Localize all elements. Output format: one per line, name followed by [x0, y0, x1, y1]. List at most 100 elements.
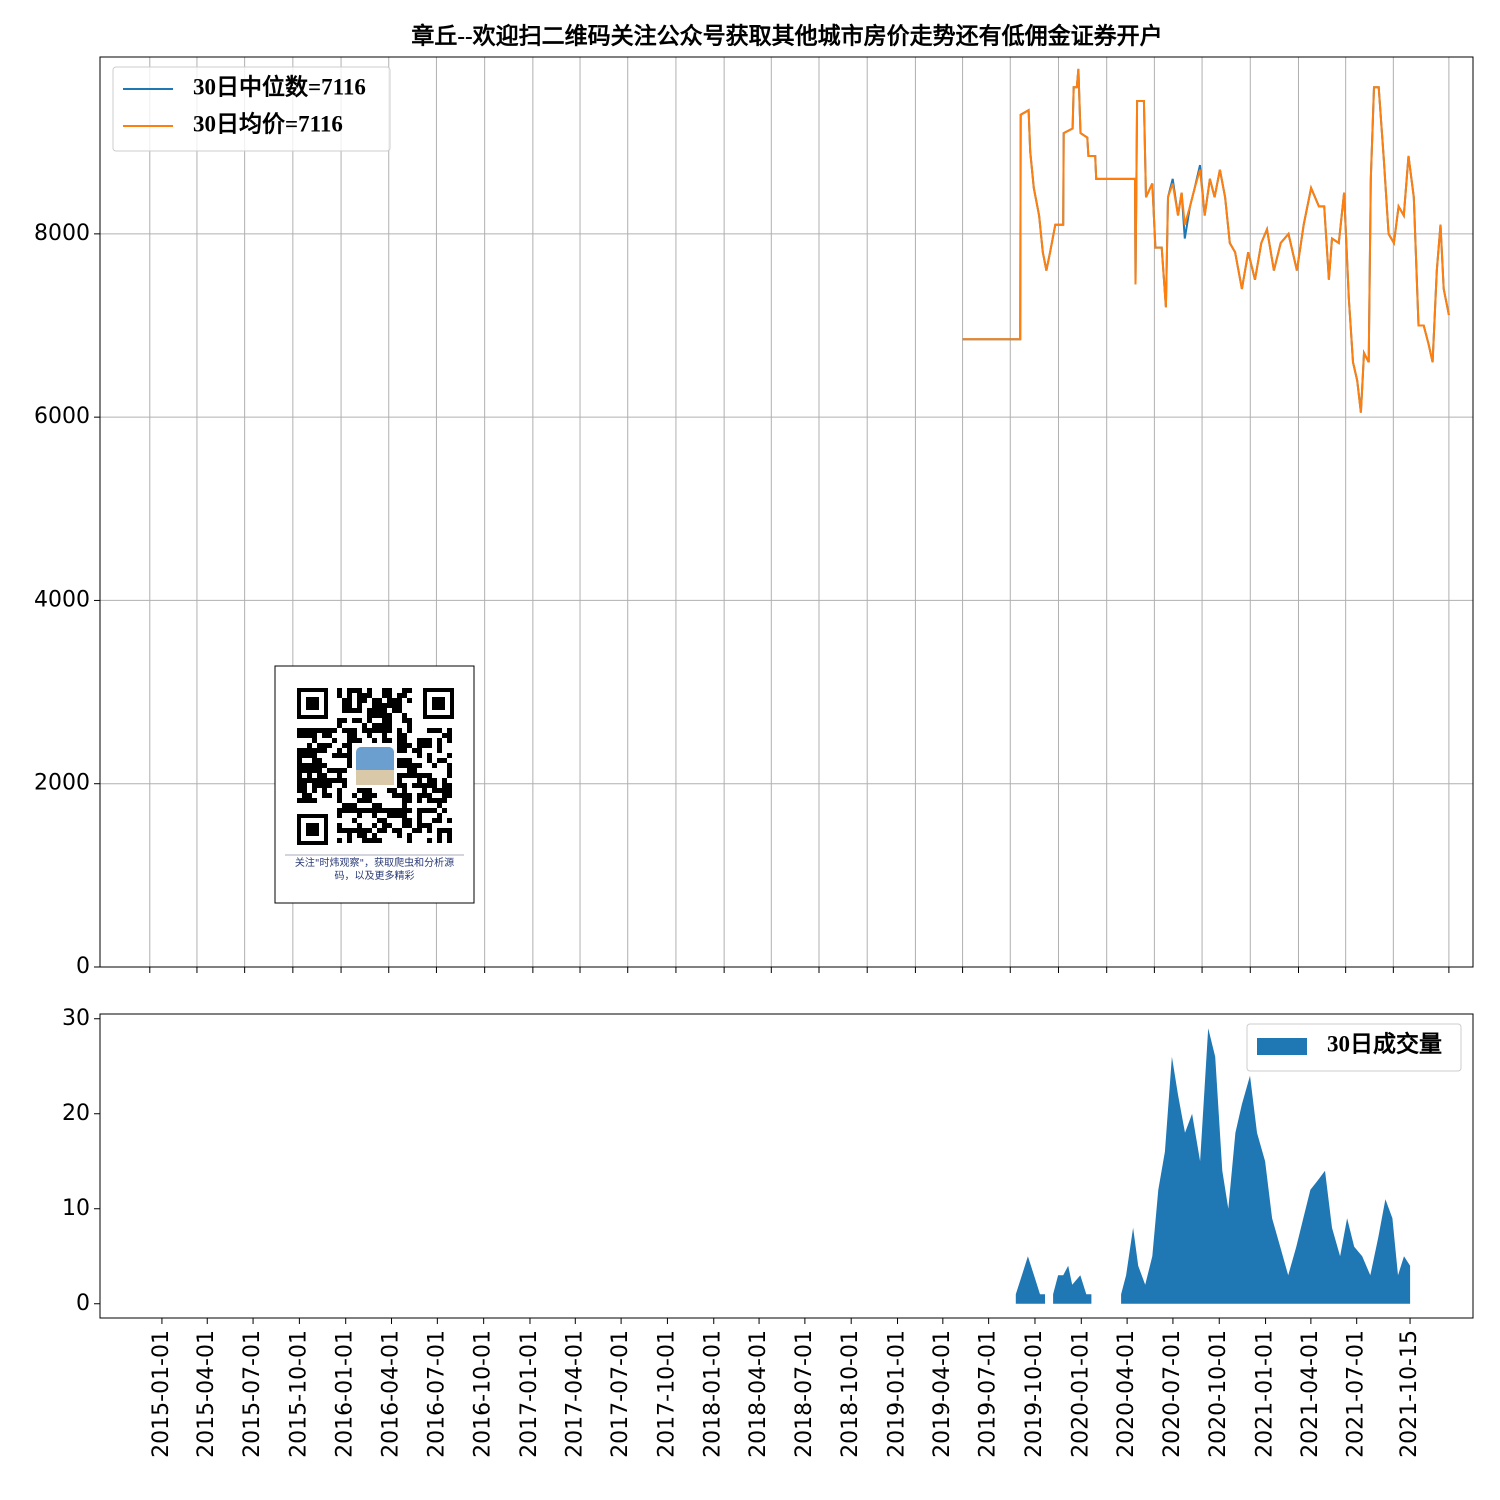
qr-module	[312, 748, 317, 753]
qr-module	[442, 778, 447, 783]
qr-module	[402, 693, 407, 698]
qr-module	[312, 768, 317, 773]
line	[962, 68, 1450, 413]
legend-box	[1246, 1023, 1462, 1072]
qr-module	[322, 733, 327, 738]
qr-module	[337, 753, 342, 758]
qr-module	[352, 708, 357, 713]
qr-module	[352, 793, 357, 798]
qr-module	[352, 733, 357, 738]
qr-module	[402, 793, 407, 798]
qr-module	[387, 823, 392, 828]
qr-module	[447, 788, 452, 793]
qr-module	[372, 808, 377, 813]
qr-module	[392, 828, 397, 833]
qr-module	[352, 818, 357, 823]
qr-module	[397, 708, 402, 713]
qr-module	[447, 833, 452, 838]
qr-module	[382, 708, 387, 713]
qr-module	[422, 783, 427, 788]
qr-module	[432, 778, 437, 783]
qr-module	[317, 768, 322, 773]
qr-module	[397, 763, 402, 768]
qr-module	[402, 808, 407, 813]
qr-module	[367, 733, 372, 738]
qr-module	[402, 818, 407, 823]
qr-module	[387, 813, 392, 818]
qr-module	[347, 758, 352, 763]
qr-module	[387, 718, 392, 723]
qr-module	[337, 768, 342, 773]
qr-module	[302, 783, 307, 788]
qr-module	[397, 698, 402, 703]
qr-module	[377, 838, 382, 843]
qr-module	[312, 758, 317, 763]
qr-module	[417, 753, 422, 758]
qr-module	[357, 808, 362, 813]
qr-module	[397, 793, 402, 798]
qr-module	[447, 763, 452, 768]
qr-module	[407, 833, 412, 838]
x-tick-label: 2019-07-01	[976, 1330, 1001, 1458]
qr-finder	[306, 823, 319, 836]
qr-module	[402, 733, 407, 738]
qr-module	[312, 763, 317, 768]
qr-module	[382, 703, 387, 708]
qr-module	[347, 808, 352, 813]
qr-module	[317, 743, 322, 748]
qr-module	[417, 778, 422, 783]
qr-module	[297, 798, 302, 803]
qr-module	[377, 803, 382, 808]
qr-module	[412, 783, 417, 788]
qr-module	[367, 713, 372, 718]
x-tick-label: 2016-01-01	[333, 1330, 358, 1458]
qr-module	[362, 693, 367, 698]
qr-module	[422, 823, 427, 828]
y-tick-label: 30	[62, 1006, 90, 1031]
qr-module	[407, 698, 412, 703]
qr-module	[402, 738, 407, 743]
qr-module	[447, 738, 452, 743]
qr-module	[447, 818, 452, 823]
qr-module	[397, 728, 402, 733]
qr-module	[387, 808, 392, 813]
qr-module	[312, 738, 317, 743]
qr-module	[377, 818, 382, 823]
qr-module	[447, 838, 452, 843]
qr-module	[322, 748, 327, 753]
qr-module	[407, 763, 412, 768]
qr-module	[382, 733, 387, 738]
qr-module	[387, 788, 392, 793]
qr-module	[362, 838, 367, 843]
qr-module	[367, 828, 372, 833]
qr-module	[327, 743, 332, 748]
qr-module	[377, 703, 382, 708]
qr-module	[307, 773, 312, 778]
qr-module	[337, 748, 342, 753]
qr-module	[402, 688, 407, 693]
qr-module	[347, 703, 352, 708]
x-tick-label: 2016-10-01	[471, 1330, 496, 1458]
qr-module	[437, 758, 442, 763]
qr-module	[382, 688, 387, 693]
qr-module	[432, 763, 437, 768]
qr-module	[397, 738, 402, 743]
qr-module	[362, 808, 367, 813]
qr-module	[422, 788, 427, 793]
qr-module	[362, 798, 367, 803]
x-tick-label: 2018-07-01	[792, 1330, 817, 1458]
qr-module	[447, 828, 452, 833]
qr-module	[322, 773, 327, 778]
qr-module	[437, 738, 442, 743]
qr-module	[362, 833, 367, 838]
qr-module	[422, 808, 427, 813]
qr-module	[317, 758, 322, 763]
qr-module	[362, 728, 367, 733]
qr-module	[407, 768, 412, 773]
qr-module	[317, 728, 322, 733]
qr-module	[397, 743, 402, 748]
qr-module	[362, 793, 367, 798]
qr-module	[317, 748, 322, 753]
qr-module	[427, 773, 432, 778]
qr-module	[347, 828, 352, 833]
